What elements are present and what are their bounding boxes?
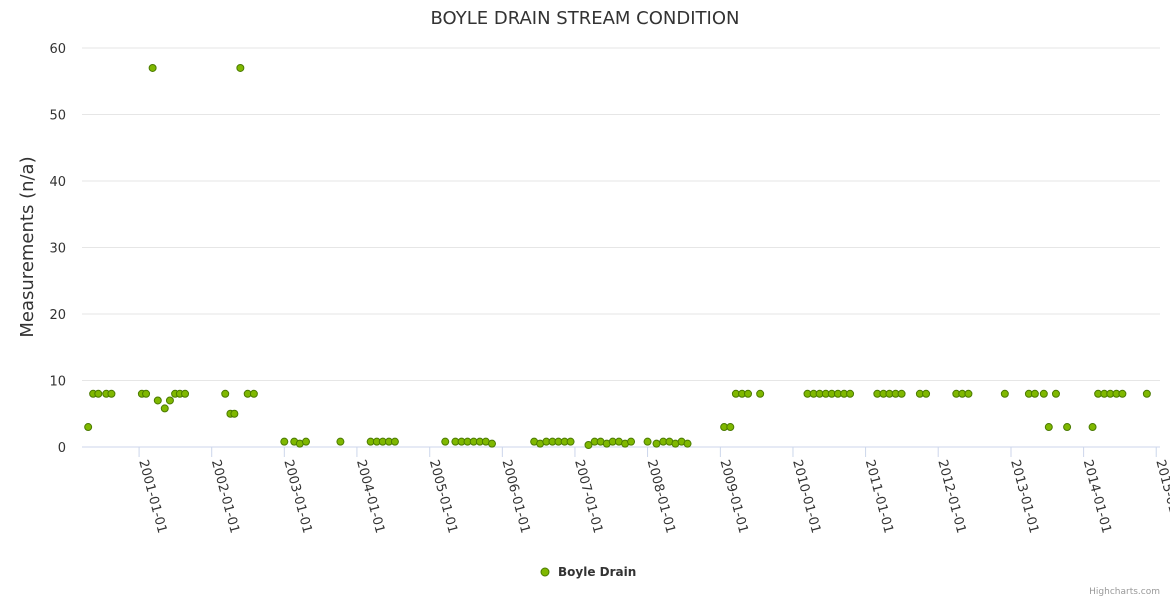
data-point[interactable] (627, 437, 636, 446)
x-tick-label: 2006-01-01 (498, 458, 532, 535)
data-point[interactable] (1142, 389, 1151, 398)
x-tick-label: 2015-01-01 (1152, 458, 1170, 535)
data-points (84, 63, 1151, 450)
x-tick-label: 2001-01-01 (135, 458, 169, 535)
data-point[interactable] (160, 404, 169, 413)
data-point[interactable] (643, 437, 652, 446)
data-point[interactable] (249, 389, 258, 398)
x-tick-label: 2008-01-01 (644, 458, 678, 535)
x-tick-label: 2011-01-01 (862, 458, 896, 535)
x-tick-label: 2003-01-01 (280, 458, 314, 535)
data-point[interactable] (756, 389, 765, 398)
data-point[interactable] (897, 389, 906, 398)
data-point[interactable] (153, 396, 162, 405)
data-point[interactable] (390, 437, 399, 446)
data-point[interactable] (336, 437, 345, 446)
data-point[interactable] (1063, 423, 1072, 432)
data-point[interactable] (94, 389, 103, 398)
x-tick-label: 2002-01-01 (208, 458, 242, 535)
legend-label[interactable]: Boyle Drain (558, 565, 636, 579)
data-point[interactable] (922, 389, 931, 398)
data-point[interactable] (1039, 389, 1048, 398)
y-tick-label: 10 (49, 375, 66, 390)
data-point[interactable] (1030, 389, 1039, 398)
x-tick-label: 2010-01-01 (789, 458, 823, 535)
data-point[interactable] (84, 423, 93, 432)
legend[interactable]: Boyle Drain (540, 565, 636, 579)
data-point[interactable] (846, 389, 855, 398)
x-tick-label: 2007-01-01 (571, 458, 605, 535)
y-tick-label: 20 (49, 308, 66, 323)
x-axis: 2001-01-01 2002-01-01 2003-01-01 2004-01-01… (82, 446, 1170, 535)
data-point[interactable] (1044, 423, 1053, 432)
data-point[interactable] (230, 409, 239, 418)
data-point[interactable] (441, 437, 450, 446)
y-tick-label: 0 (58, 441, 66, 456)
y-tick-label: 30 (49, 242, 66, 257)
x-tick-label: 2005-01-01 (426, 458, 460, 535)
y-axis-label: Measurements (n/a) (17, 156, 38, 337)
y-tick-label: 50 (49, 109, 66, 124)
y-tick-label: 60 (49, 42, 66, 57)
x-tick-label: 2013-01-01 (1007, 458, 1041, 535)
x-tick-label: 2014-01-01 (1080, 458, 1114, 535)
data-point[interactable] (181, 389, 190, 398)
credits-link[interactable]: Highcharts.com (1089, 587, 1160, 597)
data-point[interactable] (652, 439, 661, 448)
data-point[interactable] (566, 437, 575, 446)
data-point[interactable] (487, 439, 496, 448)
x-tick-label: 2012-01-01 (934, 458, 968, 535)
data-point[interactable] (683, 439, 692, 448)
data-point[interactable] (584, 441, 593, 450)
data-point[interactable] (301, 437, 310, 446)
data-point[interactable] (1000, 389, 1009, 398)
legend-marker (540, 567, 550, 577)
x-tick-label: 2009-01-01 (717, 458, 751, 535)
data-point[interactable] (236, 63, 245, 72)
data-point[interactable] (744, 389, 753, 398)
y-axis-ticks: 0 10 20 30 40 50 60 (49, 42, 66, 456)
data-point[interactable] (280, 437, 289, 446)
data-point[interactable] (148, 63, 157, 72)
data-point[interactable] (107, 389, 116, 398)
data-point[interactable] (726, 423, 735, 432)
data-point[interactable] (142, 389, 151, 398)
grid-lines (82, 47, 1160, 381)
data-point[interactable] (1118, 389, 1127, 398)
chart-title: BOYLE DRAIN STREAM CONDITION (431, 8, 740, 29)
y-tick-label: 40 (49, 175, 66, 190)
data-point[interactable] (221, 389, 230, 398)
data-point[interactable] (964, 389, 973, 398)
data-point[interactable] (1051, 389, 1060, 398)
data-point[interactable] (165, 396, 174, 405)
x-tick-label: 2004-01-01 (353, 458, 387, 535)
data-point[interactable] (1088, 423, 1097, 432)
